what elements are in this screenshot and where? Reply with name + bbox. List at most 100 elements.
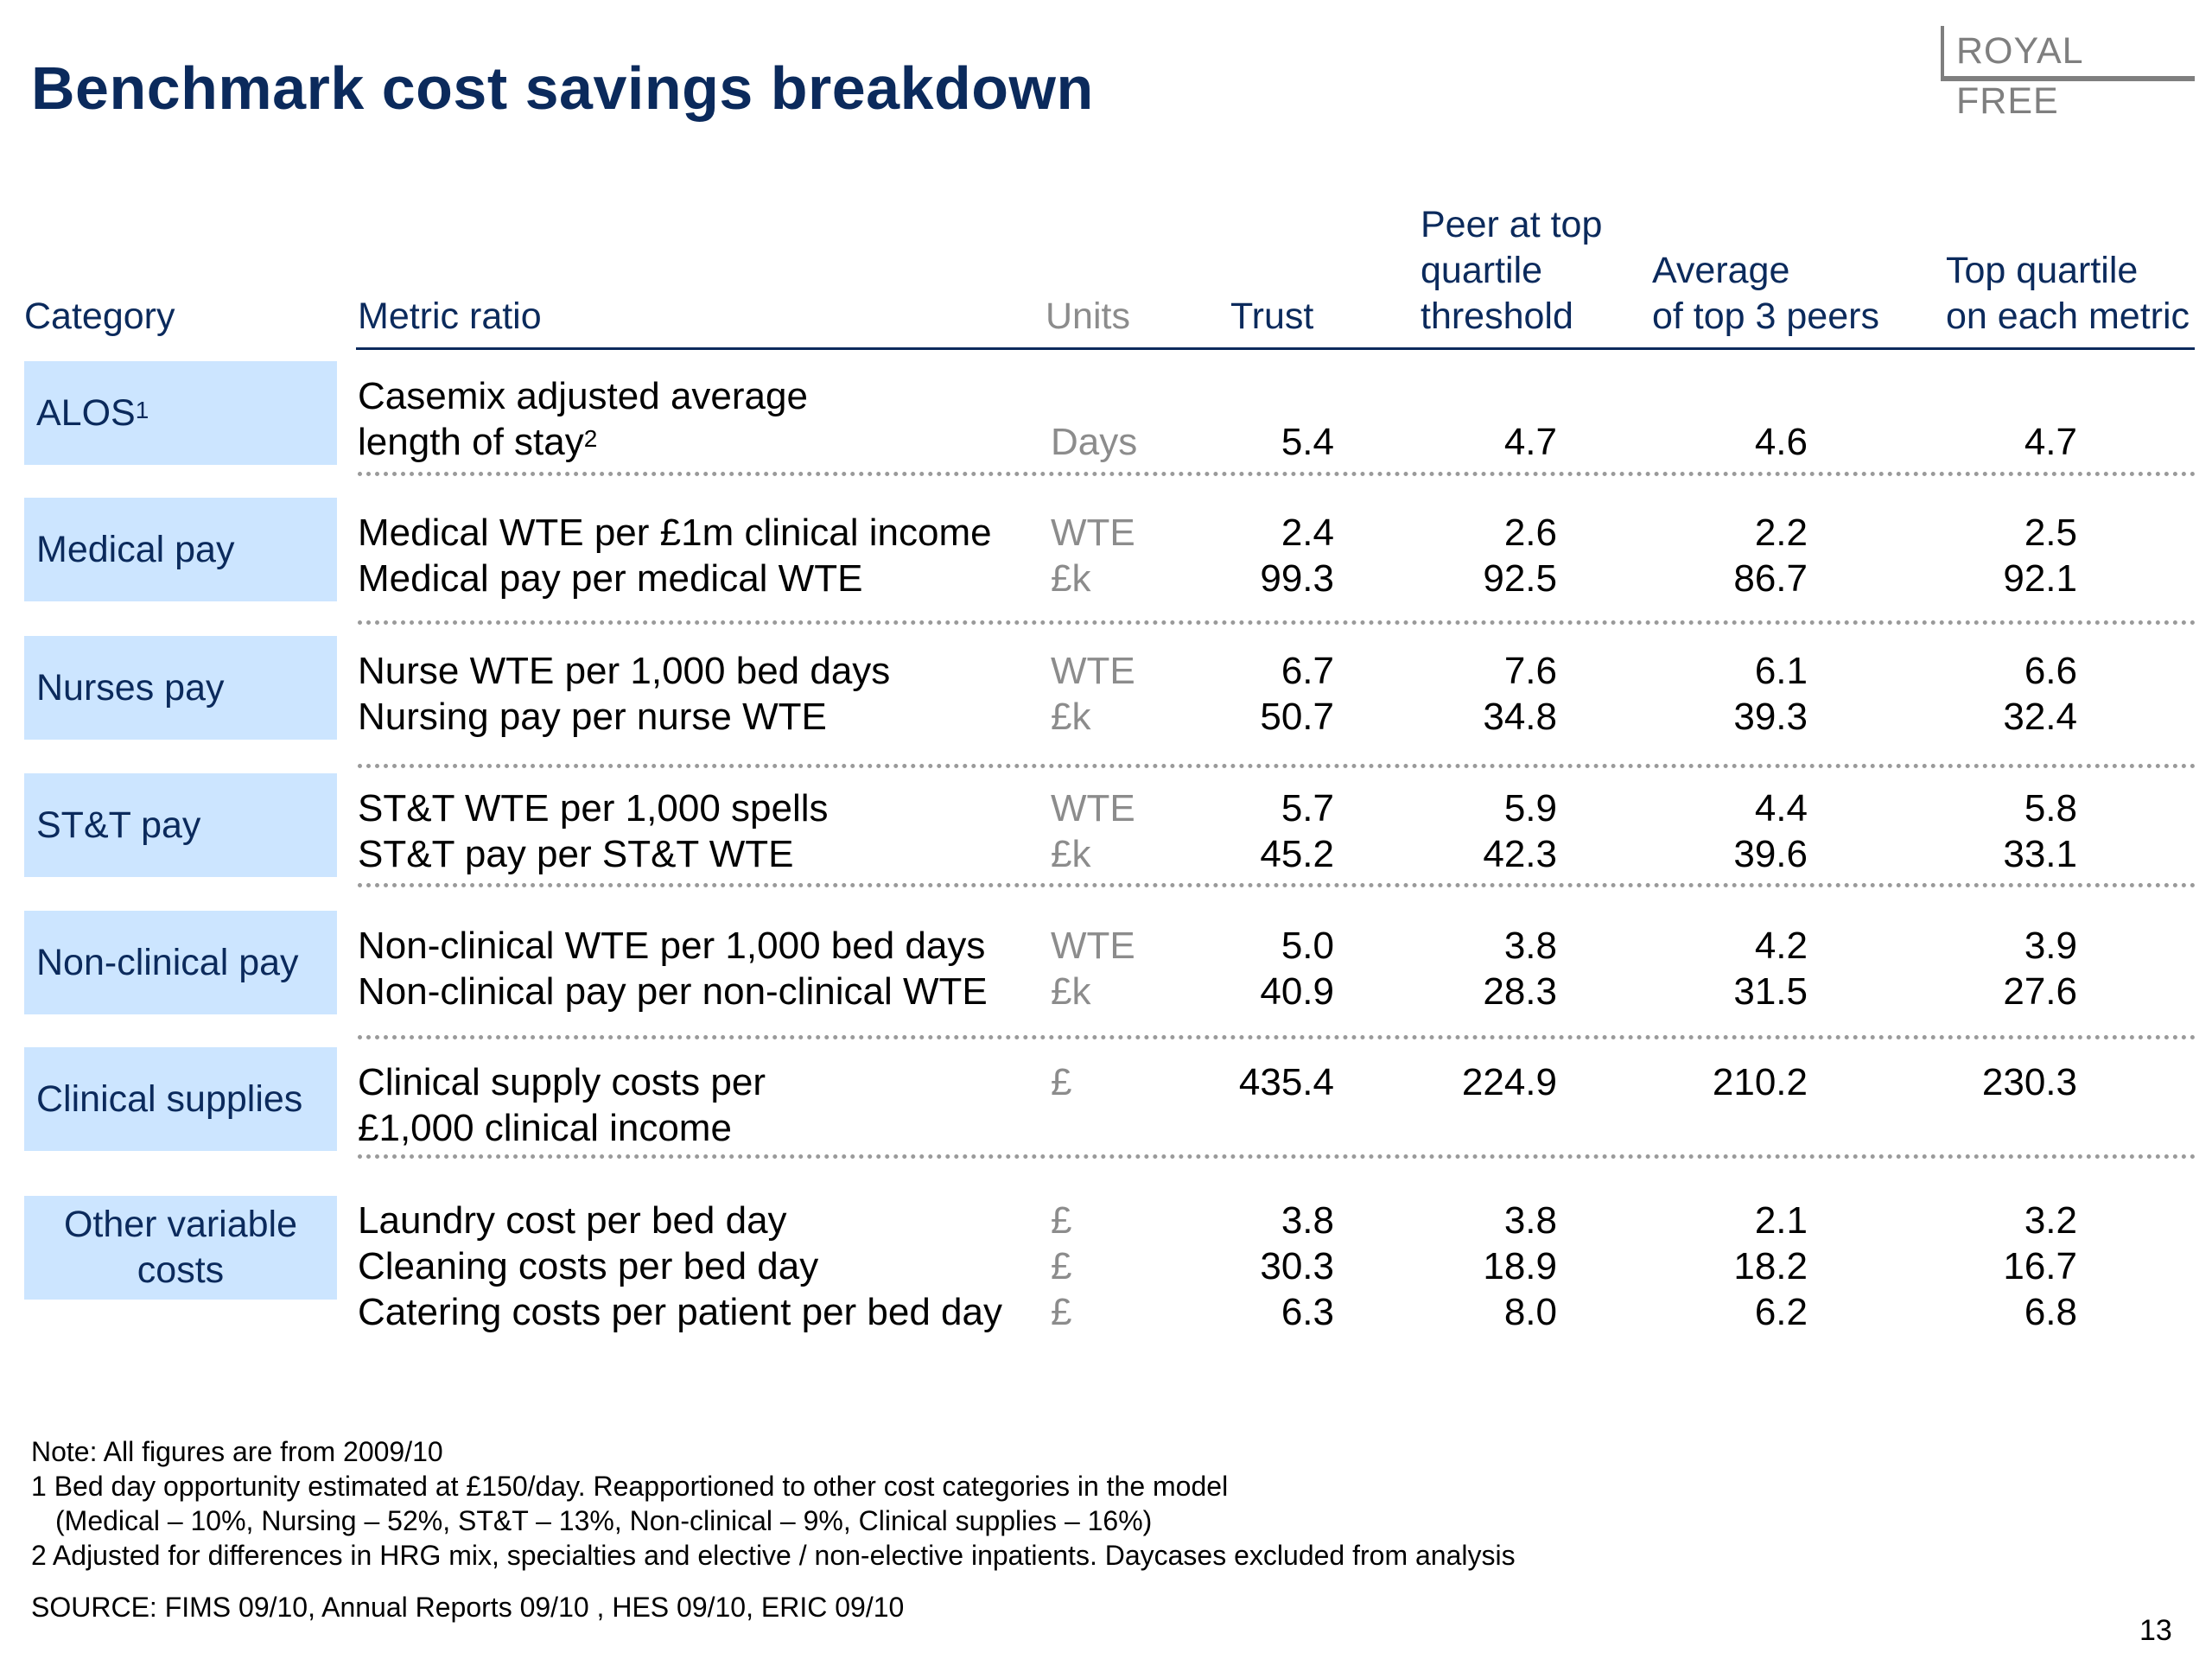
metric-label: Medical WTE per £1m clinical income (358, 512, 992, 554)
footnote-1-detail: (Medical – 10%, Nursing – 52%, ST&T – 13… (55, 1505, 1153, 1536)
unit-cell: WTE (1051, 787, 1135, 830)
unit-cell: WTE (1051, 650, 1135, 692)
peer-value: 34.8 (1483, 696, 1557, 738)
metric-label: Clinical supply costs per (358, 1061, 766, 1103)
peer-value: 4.7 (1503, 421, 1557, 463)
trust-value: 50.7 (1260, 696, 1334, 738)
header-rule (356, 347, 2195, 350)
category-other-variable-costs: Other variable costs (24, 1196, 337, 1300)
metric-label: Nurse WTE per 1,000 bed days (358, 650, 891, 692)
row-divider (358, 1154, 2196, 1159)
category-stt-pay: ST&T pay (24, 773, 337, 877)
avg-value: 6.1 (1754, 650, 1808, 692)
avg-value: 2.1 (1754, 1199, 1808, 1242)
row-divider (358, 1035, 2196, 1039)
avg-value: 6.2 (1754, 1291, 1808, 1333)
footnote-1: 1 Bed day opportunity estimated at £150/… (31, 1471, 1229, 1502)
peer-value: 224.9 (1461, 1061, 1557, 1103)
royal-free-logo: ROYAL FREE (1941, 26, 2195, 122)
peer-value: 5.9 (1503, 787, 1557, 830)
header-top-line2: on each metric (1946, 296, 2190, 337)
header-units: Units (1046, 296, 1130, 337)
header-top-line1: Top quartile (1946, 250, 2139, 291)
avg-value: 4.4 (1754, 787, 1808, 830)
trust-value: 30.3 (1260, 1245, 1334, 1287)
unit-cell: WTE (1051, 512, 1135, 554)
unit-cell: £ (1051, 1061, 1072, 1103)
peer-value: 3.8 (1503, 1199, 1557, 1242)
unit-cell: WTE (1051, 925, 1135, 967)
trust-value: 6.7 (1281, 650, 1334, 692)
top-quartile-value: 5.8 (2024, 787, 2077, 830)
avg-value: 39.3 (1733, 696, 1808, 738)
trust-value: 5.0 (1281, 925, 1334, 967)
top-quartile-value: 92.1 (2003, 557, 2077, 600)
trust-value: 2.4 (1281, 512, 1334, 554)
avg-value: 4.2 (1754, 925, 1808, 967)
top-quartile-value: 2.5 (2024, 512, 2077, 554)
metric-label: Laundry cost per bed day (358, 1199, 787, 1242)
peer-value: 18.9 (1483, 1245, 1557, 1287)
row-divider (358, 620, 2196, 625)
top-quartile-value: 230.3 (1981, 1061, 2077, 1103)
footnote-marker: 2 (583, 425, 598, 452)
header-peer-line2: quartile (1421, 250, 1543, 291)
category-medical-pay: Medical pay (24, 498, 337, 601)
row-divider (358, 472, 2196, 476)
category-clinical-supplies: Clinical supplies (24, 1047, 337, 1151)
trust-value: 3.8 (1281, 1199, 1334, 1242)
peer-value: 92.5 (1483, 557, 1557, 600)
top-quartile-value: 32.4 (2003, 696, 2077, 738)
peer-value: 8.0 (1503, 1291, 1557, 1333)
header-peer-line1: Peer at top (1421, 204, 1603, 245)
peer-value: 42.3 (1483, 833, 1557, 875)
category-label: ALOS1 (36, 391, 149, 434)
metric-label: £1,000 clinical income (358, 1107, 732, 1149)
footnote-2: 2 Adjusted for differences in HRG mix, s… (31, 1540, 1516, 1571)
metric-label: Catering costs per patient per bed day (358, 1291, 1003, 1333)
metric-label: Casemix adjusted average (358, 375, 808, 417)
trust-value: 99.3 (1260, 557, 1334, 600)
unit-cell: £ (1051, 1291, 1072, 1333)
top-quartile-value: 16.7 (2003, 1245, 2077, 1287)
metric-label: Non-clinical WTE per 1,000 bed days (358, 925, 986, 967)
category-non-clinical-pay: Non-clinical pay (24, 911, 337, 1014)
header-metric-ratio: Metric ratio (358, 296, 542, 337)
footnote-marker: 1 (135, 396, 149, 423)
top-quartile-value: 4.7 (2024, 421, 2077, 463)
unit-cell: £k (1051, 696, 1091, 738)
peer-value: 3.8 (1503, 925, 1557, 967)
trust-value: 6.3 (1281, 1291, 1334, 1333)
trust-value: 5.7 (1281, 787, 1334, 830)
header-peer-line3: threshold (1421, 296, 1573, 337)
avg-value: 18.2 (1733, 1245, 1808, 1287)
avg-value: 39.6 (1733, 833, 1808, 875)
unit-cell: £k (1051, 557, 1091, 600)
trust-value: 40.9 (1260, 970, 1334, 1013)
avg-value: 2.2 (1754, 512, 1808, 554)
peer-value: 2.6 (1503, 512, 1557, 554)
header-avg-line1: Average (1652, 250, 1790, 291)
metric-label: Non-clinical pay per non-clinical WTE (358, 970, 988, 1013)
metric-label: ST&T pay per ST&T WTE (358, 833, 794, 875)
row-divider (358, 764, 2196, 768)
peer-value: 7.6 (1503, 650, 1557, 692)
metric-label: Medical pay per medical WTE (358, 557, 863, 600)
unit-cell: £ (1051, 1245, 1072, 1287)
unit-cell: Days (1051, 421, 1138, 463)
trust-value: 5.4 (1281, 421, 1334, 463)
metric-label: Nursing pay per nurse WTE (358, 696, 827, 738)
category-label: Other variable costs (63, 1204, 298, 1291)
avg-value: 86.7 (1733, 557, 1808, 600)
header-avg-line2: of top 3 peers (1652, 296, 1879, 337)
avg-value: 4.6 (1754, 421, 1808, 463)
unit-cell: £k (1051, 970, 1091, 1013)
page-title: Benchmark cost savings breakdown (31, 54, 1094, 122)
header-category: Category (24, 296, 175, 337)
category-nurses-pay: Nurses pay (24, 636, 337, 740)
unit-cell: £k (1051, 833, 1091, 875)
metric-label: length of stay2 (358, 421, 598, 463)
page-number: 13 (2139, 1614, 2172, 1647)
top-quartile-value: 3.9 (2024, 925, 2077, 967)
top-quartile-value: 6.6 (2024, 650, 2077, 692)
